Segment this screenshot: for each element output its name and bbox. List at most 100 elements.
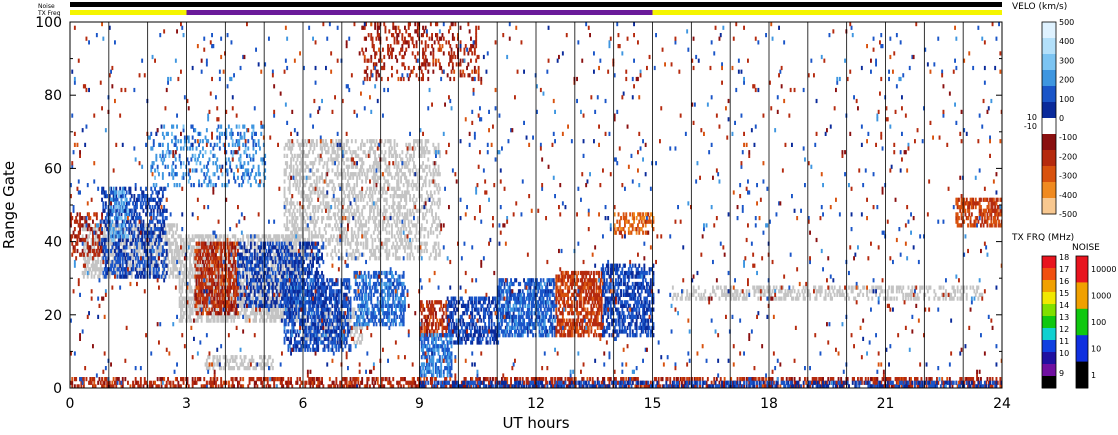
ground-scatter-cell: [322, 179, 325, 184]
ground-scatter-cell: [820, 285, 823, 290]
ground-scatter-cell: [389, 172, 392, 177]
ground-scatter-cell: [233, 358, 235, 363]
ground-scatter-cell: [318, 175, 321, 180]
velocity-cell: [134, 216, 137, 221]
velocity-cell: [127, 212, 129, 217]
velocity-cell: [163, 208, 166, 213]
ground-scatter-cell: [246, 270, 248, 276]
ground-scatter-cell: [336, 223, 339, 228]
ground-scatter-cell: [85, 259, 88, 265]
ground-scatter-cell: [331, 161, 334, 166]
velocity-cell: [195, 311, 198, 316]
velocity-cell: [115, 219, 118, 224]
ground-scatter-cell: [327, 205, 330, 210]
ground-scatter-cell: [292, 303, 295, 308]
ground-scatter-cell: [337, 227, 340, 232]
ground-scatter-cell: [436, 150, 439, 155]
ground-scatter-cell: [404, 175, 406, 180]
ground-scatter-cell: [229, 248, 232, 254]
ground-scatter-cell: [177, 256, 180, 261]
velocity-cell: [161, 248, 164, 254]
velocity-cell: [198, 274, 200, 279]
ground-scatter-cell: [290, 248, 292, 254]
ground-scatter-cell: [191, 289, 194, 294]
ground-scatter-cell: [138, 237, 141, 243]
ground-scatter-cell: [397, 256, 400, 261]
ground-scatter-cell: [199, 234, 202, 239]
velocity-cell: [163, 259, 166, 265]
ground-scatter-cell: [938, 285, 941, 290]
velocity-cell: [207, 267, 210, 272]
velocity-cell: [211, 289, 213, 294]
velocity-cell: [111, 197, 114, 202]
ground-scatter-cell: [779, 296, 782, 301]
ground-scatter-cell: [266, 307, 269, 312]
ground-scatter-cell: [718, 296, 721, 301]
velocity-cell: [120, 190, 123, 195]
ground-scatter-cell: [352, 248, 355, 254]
ground-scatter-cell: [139, 241, 142, 246]
ground-scatter-cell: [402, 161, 405, 166]
ground-scatter-cell: [86, 263, 89, 268]
ground-scatter-cell: [165, 256, 168, 261]
ground-scatter-cell: [213, 274, 216, 279]
ground-scatter-cell: [274, 318, 277, 323]
ground-scatter-cell: [234, 303, 237, 308]
ground-scatter-cell: [437, 252, 440, 257]
ground-scatter-cell: [332, 212, 335, 217]
velocity-cell: [213, 256, 216, 261]
ground-scatter-cell: [257, 274, 260, 279]
ground-scatter-cell: [266, 358, 269, 363]
ground-scatter-cell: [255, 285, 257, 290]
ground-scatter-cell: [209, 362, 212, 367]
ground-scatter-cell: [108, 270, 111, 276]
ground-scatter-cell: [292, 245, 295, 250]
ground-scatter-cell: [400, 168, 402, 173]
ground-scatter-cell: [293, 230, 296, 235]
ground-scatter-cell: [125, 256, 128, 261]
ground-scatter-cell: [353, 256, 356, 261]
velocity-cell: [203, 263, 206, 268]
ground-scatter-cell: [222, 314, 225, 319]
ground-scatter-cell: [158, 245, 160, 250]
ground-scatter-cell: [382, 186, 384, 191]
ground-scatter-cell: [233, 318, 235, 323]
ground-scatter-cell: [288, 263, 291, 268]
velocity-cell: [194, 248, 197, 254]
ground-scatter-cell: [204, 234, 207, 239]
ground-scatter-cell: [178, 259, 181, 265]
ground-scatter-cell: [775, 285, 778, 290]
ground-scatter-cell: [762, 292, 765, 297]
ground-scatter-cell: [269, 281, 272, 287]
ground-scatter-cell: [405, 164, 408, 169]
ground-scatter-cell: [180, 318, 182, 323]
velocity-cell: [200, 292, 203, 297]
velocity-cell: [145, 248, 147, 254]
ground-scatter-cell: [415, 223, 418, 228]
ground-scatter-cell: [397, 227, 400, 232]
velocity-cell: [159, 197, 162, 202]
ground-scatter-cell: [348, 212, 351, 217]
ground-scatter-cell: [337, 208, 340, 213]
ground-scatter-cell: [288, 234, 291, 239]
velocity-cell: [115, 190, 118, 195]
velocity-cell: [200, 285, 203, 290]
ground-scatter-cell: [371, 197, 374, 202]
ground-scatter-cell: [226, 307, 229, 312]
ground-scatter-cell: [424, 183, 427, 188]
ground-scatter-cell: [174, 256, 177, 261]
ground-scatter-cell: [831, 296, 833, 301]
velocity-cell: [165, 208, 168, 213]
ground-scatter-cell: [303, 142, 305, 147]
ground-scatter-cell: [318, 322, 321, 327]
velocity-cell: [164, 241, 167, 246]
ground-scatter-cell: [895, 296, 898, 301]
ground-scatter-cell: [400, 179, 402, 184]
ground-scatter-cell: [281, 311, 283, 316]
velocity-cell: [130, 241, 133, 246]
ground-scatter-cell: [819, 285, 822, 290]
velocity-cell: [103, 194, 106, 199]
ground-scatter-cell: [212, 289, 215, 294]
ground-scatter-cell: [292, 216, 295, 221]
velocity-cell: [145, 194, 147, 199]
